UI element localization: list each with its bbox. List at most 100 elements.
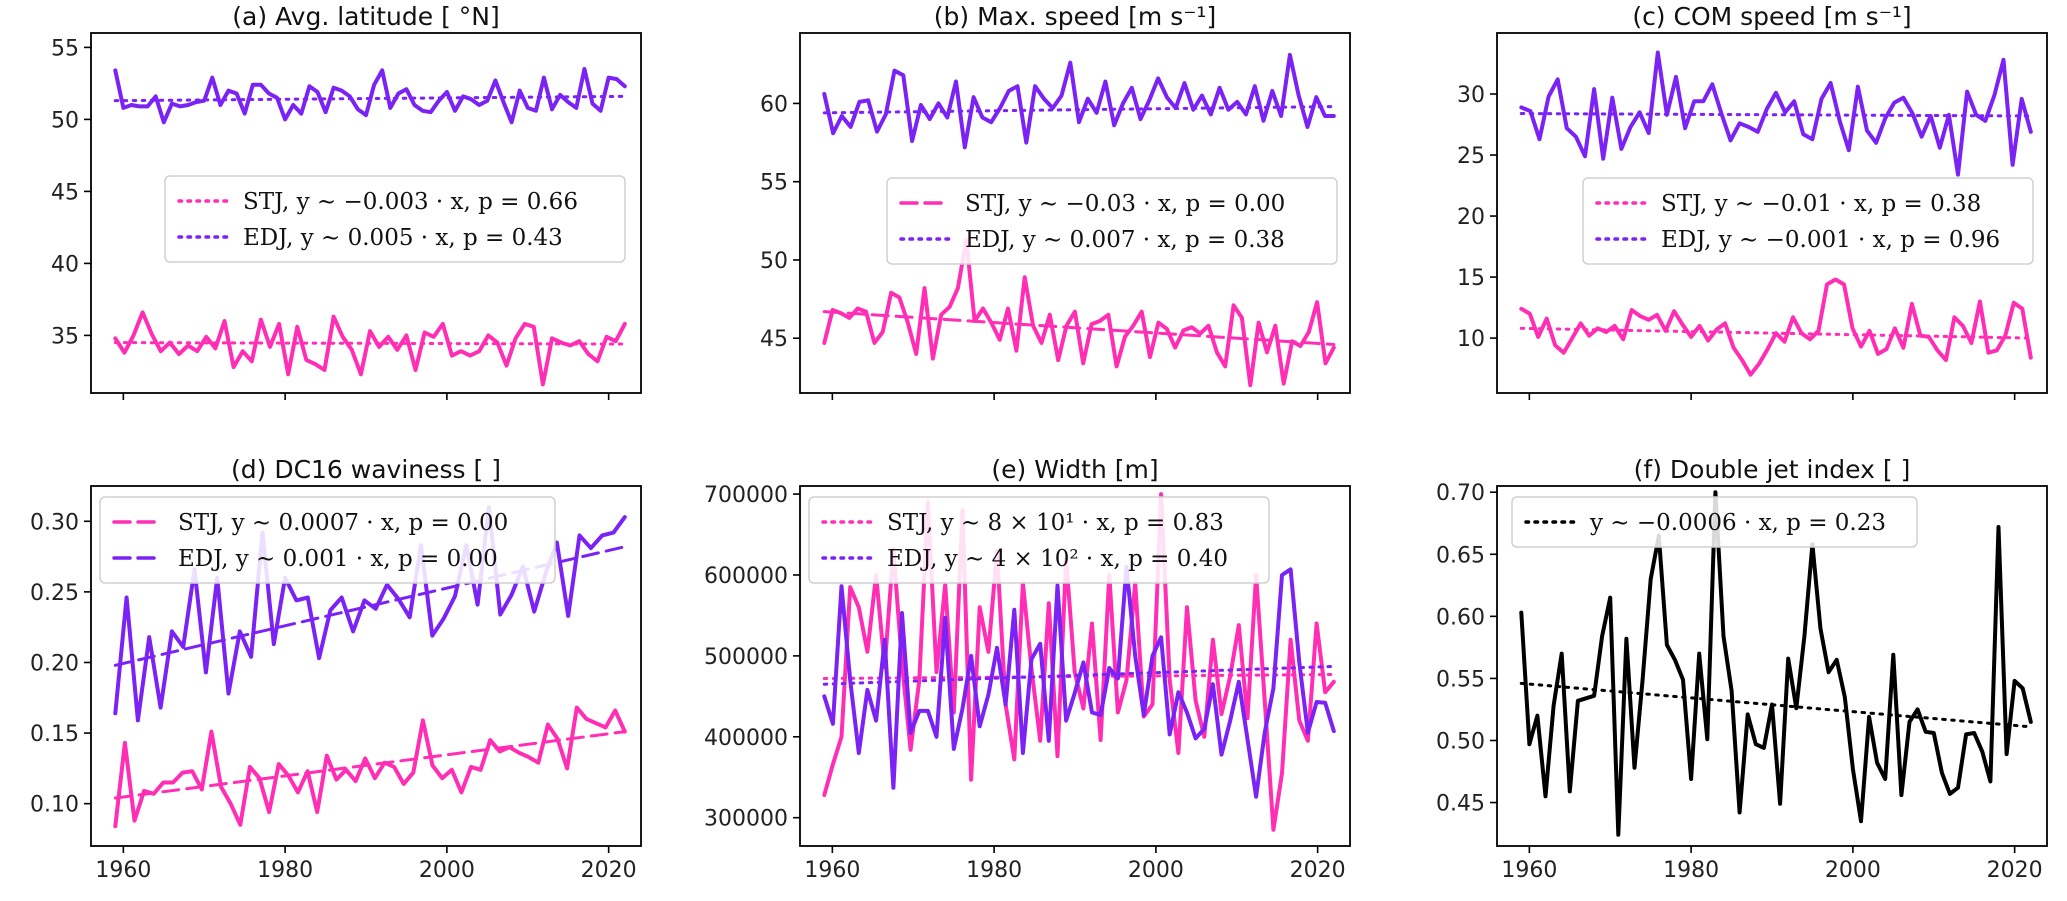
y-tick-label: 55 — [760, 171, 788, 196]
legend-box — [1511, 496, 1918, 548]
legend-box — [1582, 177, 2034, 265]
x-tick-label: 1980 — [966, 858, 1022, 883]
series-line-stj — [113, 705, 627, 829]
legend-label: STJ, y ∼ 8 × 10¹ · x, p = 0.83 — [887, 510, 1224, 536]
y-tick-label: 0.60 — [1436, 605, 1485, 630]
y-tick-label: 300000 — [704, 807, 788, 832]
chart-title: (f) Double jet index [ ] — [1634, 455, 1911, 484]
y-tick-label: 35 — [51, 324, 79, 349]
y-tick-label: 10 — [1457, 327, 1485, 352]
x-tick-label: 1960 — [95, 858, 151, 883]
legend: STJ, y ∼ −0.003 · x, p = 0.66 EDJ, y ∼ 0.… — [164, 175, 626, 263]
y-tick-label: 400000 — [704, 726, 788, 751]
chart-panel-4: (d) DC16 waviness [ ] 1960 1980 2000 2020 0.1… — [30, 455, 642, 883]
y-tick-label: 700000 — [704, 483, 788, 508]
trend-line-edj — [113, 94, 627, 103]
chart-panel-6: (f) Double jet index [ ] 1960 1980 2000 2020… — [1436, 455, 2048, 883]
chart-title: (d) DC16 waviness [ ] — [231, 455, 501, 484]
legend-box — [99, 496, 556, 584]
y-tick-label: 0.55 — [1436, 667, 1485, 692]
legend: STJ, y ∼ −0.03 · x, p = 0.00 EDJ, y ∼ 0.0… — [886, 177, 1338, 265]
y-tick-label: 0.45 — [1436, 792, 1485, 817]
plot-frame — [799, 32, 1351, 394]
trend-line-stj — [822, 310, 1336, 346]
x-tick-label: 2000 — [1825, 858, 1881, 883]
x-tick-label: 1980 — [1663, 858, 1719, 883]
legend-box — [808, 496, 1270, 584]
trend-line-stj — [113, 730, 627, 800]
chart-title: (b) Max. speed [m s⁻¹] — [934, 2, 1216, 31]
trend-line-stj — [113, 341, 627, 346]
plot-frame — [1496, 32, 2048, 394]
y-tick-label: 45 — [760, 327, 788, 352]
x-tick-label: 1960 — [1501, 858, 1557, 883]
y-tick-label: 0.15 — [30, 722, 79, 747]
legend-label: STJ, y ∼ −0.03 · x, p = 0.00 — [965, 191, 1285, 217]
y-tick-label: 500000 — [704, 645, 788, 670]
legend: STJ, y ∼ 8 × 10¹ · x, p = 0.83 EDJ, y ∼ 4… — [808, 496, 1270, 584]
x-tick-label: 1960 — [804, 858, 860, 883]
chart-panel-1: (a) Avg. latitude [ °N] 35 40 45 50 55 STJ, y … — [51, 2, 642, 400]
chart-title: (e) Width [m] — [991, 455, 1158, 484]
plot-frame — [799, 485, 1351, 847]
x-tick-label: 2020 — [1987, 858, 2043, 883]
chart-panel-5: (e) Width [m] 1960 1980 2000 2020 300000 40000… — [704, 455, 1351, 883]
series-line-stj — [113, 310, 627, 387]
trend-line-index — [1519, 681, 2033, 729]
legend: STJ, y ∼ 0.0007 · x, p = 0.00 EDJ, y ∼ 0.… — [99, 496, 556, 584]
x-tick-label: 2000 — [1128, 858, 1184, 883]
series-line-edj — [113, 505, 627, 723]
x-tick-label: 2020 — [581, 858, 637, 883]
y-tick-label: 45 — [51, 180, 79, 205]
plot-frame — [1496, 485, 2048, 847]
chart-panel-2: (b) Max. speed [m s⁻¹] 45 50 55 60 STJ, y ∼ −… — [760, 2, 1351, 400]
trend-line-edj — [1519, 112, 2033, 118]
legend-label: EDJ, y ∼ −0.001 · x, p = 0.96 — [1661, 227, 2000, 253]
y-tick-label: 600000 — [704, 564, 788, 589]
trend-line-edj — [822, 105, 1336, 115]
series-line-edj — [822, 564, 1336, 799]
legend-box — [886, 177, 1338, 265]
chart-title: (a) Avg. latitude [ °N] — [232, 2, 499, 31]
y-tick-label: 0.65 — [1436, 543, 1485, 568]
legend-label: STJ, y ∼ −0.003 · x, p = 0.66 — [243, 189, 578, 215]
trend-line-stj — [1519, 326, 2033, 340]
legend: y ∼ −0.0006 · x, p = 0.23 — [1511, 496, 1918, 548]
series-line-stj — [1519, 277, 2033, 377]
x-tick-label: 2020 — [1290, 858, 1346, 883]
y-tick-label: 0.25 — [30, 581, 79, 606]
y-tick-label: 50 — [51, 108, 79, 133]
x-tick-label: 2000 — [419, 858, 475, 883]
legend-label: EDJ, y ∼ 0.005 · x, p = 0.43 — [243, 225, 563, 251]
y-tick-label: 0.30 — [30, 510, 79, 535]
y-tick-label: 0.70 — [1436, 481, 1485, 506]
plot-frame — [90, 485, 642, 847]
y-tick-label: 0.20 — [30, 651, 79, 676]
y-tick-label: 25 — [1457, 144, 1485, 169]
chart-title: (c) COM speed [m s⁻¹] — [1632, 2, 1911, 31]
series-line-index — [1519, 490, 2033, 837]
series-line-stj — [822, 492, 1336, 832]
y-tick-label: 0.50 — [1436, 729, 1485, 754]
legend-label: y ∼ −0.0006 · x, p = 0.23 — [1589, 510, 1886, 536]
legend-label: EDJ, y ∼ 0.001 · x, p = 0.00 — [178, 546, 498, 572]
chart-panel-3: (c) COM speed [m s⁻¹] 10 15 20 25 30 STJ, y ∼ … — [1457, 2, 2048, 400]
y-tick-label: 15 — [1457, 266, 1485, 291]
series-line-edj — [1519, 50, 2033, 177]
y-tick-label: 50 — [760, 249, 788, 274]
plot-frame — [90, 32, 642, 394]
legend-label: EDJ, y ∼ 0.007 · x, p = 0.38 — [965, 227, 1285, 253]
legend-label: EDJ, y ∼ 4 × 10² · x, p = 0.40 — [887, 546, 1228, 572]
legend-label: STJ, y ∼ −0.01 · x, p = 0.38 — [1661, 191, 1981, 217]
y-tick-label: 30 — [1457, 83, 1485, 108]
x-tick-label: 1980 — [257, 858, 313, 883]
series-line-stj — [822, 237, 1336, 388]
legend: STJ, y ∼ −0.01 · x, p = 0.38 EDJ, y ∼ −0.… — [1582, 177, 2034, 265]
y-tick-label: 0.10 — [30, 793, 79, 818]
y-tick-label: 55 — [51, 36, 79, 61]
legend-label: STJ, y ∼ 0.0007 · x, p = 0.00 — [178, 510, 508, 536]
y-tick-label: 60 — [760, 92, 788, 117]
y-tick-label: 20 — [1457, 205, 1485, 230]
y-tick-label: 40 — [51, 252, 79, 277]
